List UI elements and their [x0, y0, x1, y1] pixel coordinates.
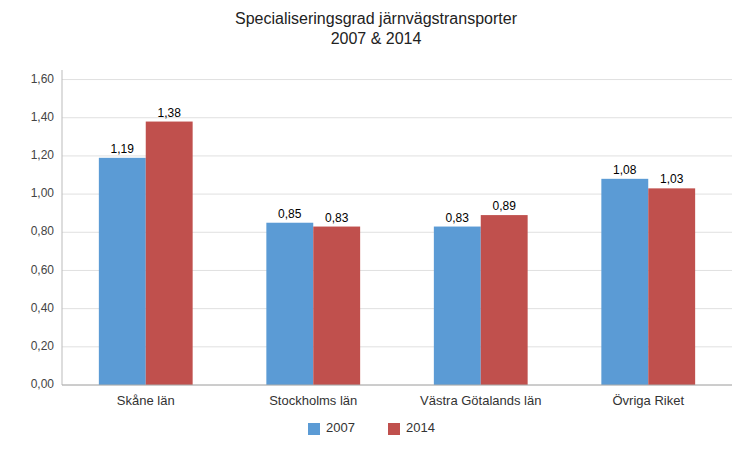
- legend-label: 2014: [406, 420, 435, 435]
- bar: [146, 122, 193, 385]
- title: Specialiseringsgrad järnvägstransporter 2…: [235, 10, 518, 47]
- bar: [266, 223, 313, 385]
- y-axis: 0,00 0,20 0,40 0,60 0,80 1,00 1,20 1,40 1,60: [31, 72, 732, 391]
- x-tick-label: Västra Götalands län: [420, 393, 541, 408]
- bar: [648, 188, 695, 385]
- bar: [313, 227, 360, 385]
- title-line: Specialiseringsgrad järnvägstransporter: [235, 10, 518, 27]
- data-label: 1,08: [613, 163, 637, 177]
- chart-svg: Specialiseringsgrad järnvägstransporter 2…: [0, 0, 752, 455]
- legend-swatch: [388, 423, 400, 435]
- y-tick-label: 0,00: [31, 377, 55, 391]
- data-labels: 1,19 0,85 0,83 1,08 1,38 0,83 0,89 1,03: [111, 106, 684, 225]
- bars: [99, 122, 695, 385]
- chart-container: Specialiseringsgrad järnvägstransporter 2…: [0, 0, 752, 455]
- y-tick-label: 0,40: [31, 301, 55, 315]
- bar: [434, 227, 481, 385]
- data-label: 0,89: [493, 199, 517, 213]
- x-tick-label: Övriga Riket: [612, 393, 684, 408]
- x-tick-label: Stockholms län: [269, 393, 357, 408]
- legend-swatch: [308, 423, 320, 435]
- y-tick-label: 0,20: [31, 339, 55, 353]
- x-axis-line: [62, 385, 732, 386]
- title-line: 2007 & 2014: [331, 30, 422, 47]
- grid-line: [62, 79, 732, 80]
- y-tick-label: 1,00: [31, 186, 55, 200]
- bar: [601, 179, 648, 385]
- y-tick-label: 1,20: [31, 148, 55, 162]
- data-label: 0,83: [325, 211, 349, 225]
- data-label: 0,83: [446, 211, 470, 225]
- x-tick-label: Skåne län: [117, 393, 175, 408]
- legend: 2007 2014: [308, 420, 435, 435]
- y-axis-line: [62, 70, 63, 385]
- data-label: 0,85: [278, 207, 302, 221]
- x-axis: Skåne län Stockholms län Västra Götalands …: [117, 393, 685, 408]
- y-tick-label: 1,60: [31, 72, 55, 86]
- grid-line: [62, 385, 732, 386]
- data-label: 1,03: [660, 172, 684, 186]
- data-label: 1,38: [158, 106, 182, 120]
- y-tick-label: 1,40: [31, 110, 55, 124]
- bar: [99, 158, 146, 385]
- y-tick-label: 0,60: [31, 263, 55, 277]
- data-label: 1,19: [111, 142, 135, 156]
- legend-label: 2007: [326, 420, 355, 435]
- y-tick-label: 0,80: [31, 224, 55, 238]
- bar: [481, 215, 528, 385]
